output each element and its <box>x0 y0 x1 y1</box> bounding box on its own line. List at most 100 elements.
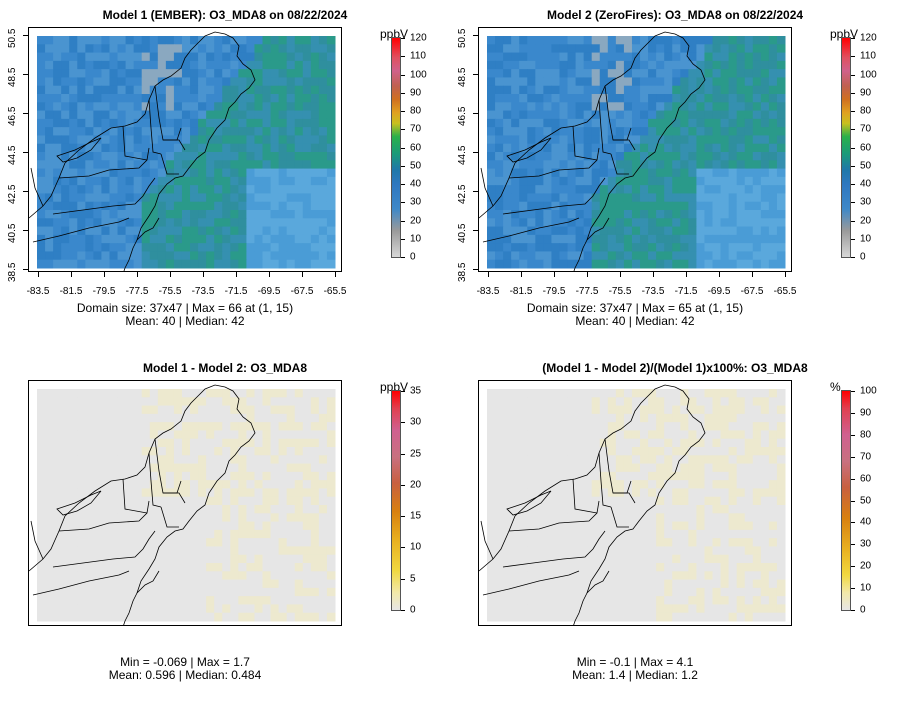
colorbar-tick <box>401 257 405 258</box>
colorbar-label: 35 <box>410 385 422 397</box>
colorbar-label: 100 <box>410 69 427 80</box>
colorbar-tick <box>851 38 855 39</box>
stats-text: Domain size: 37x47 | Max = 65 at (1, 15)… <box>478 302 792 328</box>
colorbar-label: 10 <box>860 233 872 245</box>
stats-text: Min = -0.1 | Max = 4.1 Mean: 1.4 | Media… <box>478 656 792 682</box>
x-tick-mark <box>38 272 39 277</box>
colorbar <box>391 37 401 258</box>
colorbar-tick <box>851 129 855 131</box>
map-outlines <box>29 384 256 625</box>
x-tick-label: -81.5 <box>59 286 83 297</box>
y-tick-mark <box>473 191 478 192</box>
panel-title: Model 1 - Model 2: O3_MDA8 <box>142 361 308 375</box>
y-tick-label: 42.5 <box>7 184 18 204</box>
y-tick-mark <box>473 269 478 270</box>
colorbar-tick <box>851 522 855 524</box>
colorbar-unit: ppbV <box>380 27 409 41</box>
x-tick-mark <box>137 272 138 277</box>
panel-title: Model 1 (EMBER): O3_MDA8 on 08/22/2024 <box>102 8 348 22</box>
colorbar-tick <box>401 111 405 112</box>
map-plot-area <box>478 380 792 626</box>
grid-cells <box>37 36 336 269</box>
map-plot-area <box>28 380 342 626</box>
colorbar-tick <box>401 238 405 240</box>
percent-difference-map <box>479 384 786 625</box>
stats-text: Domain size: 37x47 | Max = 66 at (1, 15)… <box>28 302 342 328</box>
colorbar-tick <box>851 238 855 240</box>
colorbar-label: 20 <box>860 560 872 572</box>
colorbar <box>841 37 851 258</box>
colorbar-label: 60 <box>860 142 872 153</box>
colorbar-label: 5 <box>410 573 416 585</box>
y-tick-label: 46.5 <box>457 106 468 126</box>
panel-title: (Model 1 - Model 2)/(Model 1)x100%: O3_M… <box>542 361 808 375</box>
colorbar-tick <box>851 500 855 502</box>
x-tick-mark <box>752 272 753 277</box>
colorbar-tick <box>851 147 855 149</box>
colorbar-label: 30 <box>860 196 872 208</box>
colorbar-label: 70 <box>860 451 872 463</box>
colorbar-tick <box>851 74 855 76</box>
colorbar-label: 40 <box>860 516 872 528</box>
colorbar-tick <box>851 184 855 185</box>
stats-line-1: Domain size: 37x47 | Max = 65 at (1, 15) <box>526 301 744 315</box>
y-tick-mark <box>23 113 28 114</box>
y-axis: 38.5 40.5 42.5 44.5 46.5 48.5 50.5 <box>450 27 478 282</box>
colorbar-label: 120 <box>410 32 427 44</box>
colorbar-label: 80 <box>860 105 872 117</box>
x-tick-mark <box>554 272 555 277</box>
y-tick-mark <box>473 35 478 36</box>
stats-line-2: Mean: 0.596 | Median: 0.484 <box>108 668 262 682</box>
y-tick-label: 48.5 <box>7 67 18 87</box>
colorbar-tick <box>401 56 405 58</box>
y-tick-mark <box>473 152 478 153</box>
map-outlines <box>29 31 256 271</box>
colorbar-tick <box>401 484 405 486</box>
y-tick-label: 46.5 <box>7 106 18 126</box>
colorbar-tick <box>401 453 405 455</box>
x-tick-mark <box>686 272 687 277</box>
colorbar-label: 20 <box>860 215 872 226</box>
colorbar-label: 110 <box>860 50 876 62</box>
colorbar-tick <box>851 257 855 258</box>
colorbar-tick <box>851 412 855 414</box>
colorbar-label: 0 <box>410 604 416 616</box>
colorbar-label: 100 <box>860 69 877 80</box>
x-tick-label: -79.5 <box>542 286 566 297</box>
colorbar-label: 30 <box>860 538 872 550</box>
x-tick-mark <box>104 272 105 277</box>
colorbar-label: 30 <box>410 196 422 208</box>
map-outlines <box>479 31 706 271</box>
stats-line-2: Mean: 40 | Median: 42 <box>575 314 695 328</box>
y-tick-mark <box>23 74 28 75</box>
x-tick-mark <box>269 272 270 277</box>
x-tick-mark <box>488 272 489 277</box>
colorbar-tick <box>401 92 405 94</box>
x-tick-mark <box>302 272 303 277</box>
stats-line-2: Mean: 1.4 | Median: 1.2 <box>572 668 698 682</box>
x-tick-label: -83.5 <box>476 286 500 297</box>
colorbar-tick <box>851 92 855 94</box>
x-axis: -83.5 -81.5 -79.5 -77.5 -75.5 -73.5 -71.5 -69.5… <box>477 272 796 297</box>
colorbar-label: 0 <box>410 251 416 263</box>
y-tick-label: 50.5 <box>7 28 18 48</box>
x-axis: -83.5 -81.5 -79.5 -77.5 -75.5 -73.5 -71.5 -69.5… <box>27 272 346 297</box>
colorbar-tick <box>851 111 855 112</box>
colorbar-tick <box>851 478 855 480</box>
x-tick-label: -73.5 <box>191 286 215 297</box>
y-tick-mark <box>23 152 28 153</box>
x-tick-label: -83.5 <box>26 286 50 297</box>
colorbar-tick <box>851 434 855 436</box>
colorbar-tick <box>401 147 405 149</box>
stats-line-2: Mean: 40 | Median: 42 <box>125 314 245 328</box>
colorbar-label: 40 <box>410 178 422 190</box>
colorbar-tick <box>851 544 855 546</box>
x-tick-mark <box>521 272 522 277</box>
x-tick-label: -73.5 <box>641 286 665 297</box>
colorbar-tick <box>851 588 855 590</box>
y-tick-mark <box>23 269 28 270</box>
y-axis: 38.5 40.5 42.5 44.5 46.5 48.5 50.5 <box>0 27 28 282</box>
colorbar-tick <box>851 220 855 222</box>
colorbar-tick <box>401 74 405 76</box>
colorbar-label: 60 <box>860 473 872 485</box>
